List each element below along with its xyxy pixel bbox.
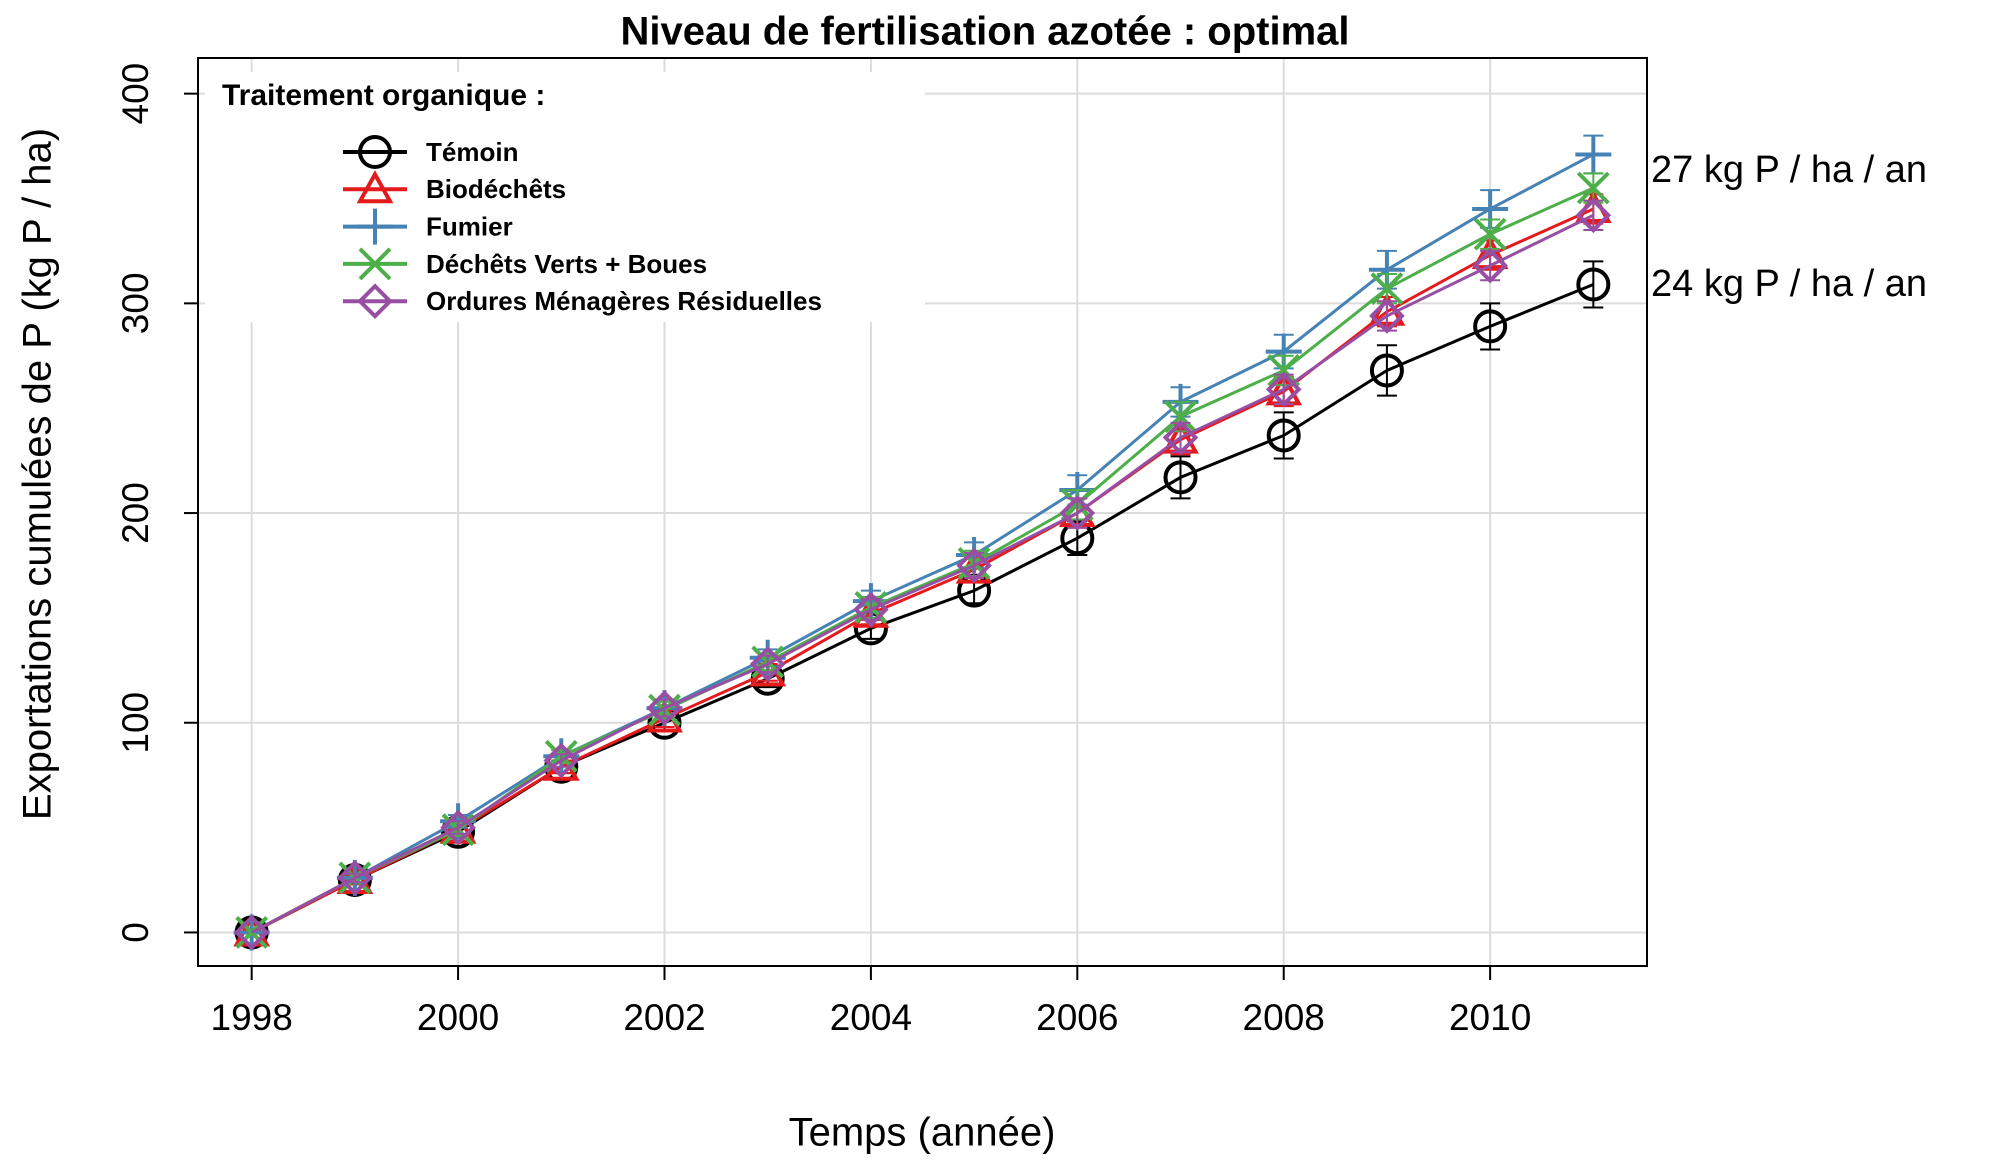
marker bbox=[1162, 419, 1199, 456]
y-tick-label: 400 bbox=[115, 63, 156, 125]
chart-title: Niveau de fertilisation azotée : optimal bbox=[620, 10, 1349, 54]
x-tick-label: 2002 bbox=[623, 997, 705, 1038]
marker bbox=[440, 809, 476, 846]
marker bbox=[1575, 197, 1612, 234]
legend-label: Ordures Ménagères Résiduelles bbox=[426, 286, 822, 316]
marker bbox=[1369, 298, 1405, 334]
marker bbox=[233, 914, 270, 951]
legend-label: Biodéchêts bbox=[426, 174, 566, 204]
legend-label: Témoin bbox=[426, 137, 518, 167]
marker bbox=[543, 742, 580, 779]
y-tick-label: 0 bbox=[115, 922, 156, 943]
legend: Traitement organique : Témoin Biodéchêts Fu… bbox=[205, 72, 925, 322]
marker bbox=[956, 547, 992, 584]
marker bbox=[1576, 171, 1610, 205]
line bbox=[250, 153, 1595, 934]
legend-label: Déchêts Verts + Boues bbox=[426, 249, 707, 279]
legend-marker bbox=[357, 283, 393, 320]
y-tick-label: 300 bbox=[115, 272, 156, 334]
marker bbox=[1472, 247, 1508, 284]
marker bbox=[1266, 418, 1301, 453]
x-axis-label: Temps (année) bbox=[789, 1111, 1056, 1155]
marker bbox=[1473, 309, 1508, 344]
marker bbox=[1369, 353, 1404, 388]
marker bbox=[1163, 460, 1198, 495]
marker bbox=[1265, 371, 1302, 408]
error-bar bbox=[344, 872, 365, 884]
marker bbox=[1575, 136, 1612, 173]
x-tick-label: 2000 bbox=[417, 997, 499, 1038]
marker bbox=[1059, 495, 1096, 531]
y-tick-label: 200 bbox=[115, 482, 156, 544]
plot-border bbox=[197, 57, 1648, 967]
x-tick-label: 2006 bbox=[1036, 997, 1118, 1038]
legend-background bbox=[205, 72, 925, 322]
legend-marker bbox=[358, 135, 392, 169]
legend-title: Traitement organique : bbox=[222, 79, 545, 112]
marker bbox=[1576, 267, 1611, 302]
y-tick-label: 100 bbox=[115, 692, 156, 754]
marker bbox=[1370, 272, 1404, 306]
legend-label: Fumier bbox=[426, 211, 513, 241]
x-tick-label: 2010 bbox=[1449, 997, 1531, 1038]
marker bbox=[646, 690, 683, 726]
y-axis-label: Exportations cumulées de P (kg P / ha) bbox=[16, 128, 60, 820]
x-tick-label: 2008 bbox=[1243, 997, 1325, 1038]
annotation: 24 kg P / ha / an bbox=[1651, 263, 1927, 305]
series bbox=[233, 197, 1612, 951]
marker bbox=[1473, 217, 1507, 251]
marker bbox=[337, 860, 373, 896]
x-tick-label: 2004 bbox=[830, 997, 912, 1038]
legend-marker bbox=[358, 247, 392, 281]
x-tick-label: 1998 bbox=[211, 997, 293, 1038]
legend-marker bbox=[357, 208, 393, 245]
legend-marker bbox=[356, 170, 394, 204]
annotation: 27 kg P / ha / an bbox=[1651, 149, 1927, 191]
marker bbox=[1164, 400, 1197, 434]
marker bbox=[853, 591, 889, 628]
line bbox=[250, 213, 1594, 934]
marker bbox=[749, 646, 786, 682]
